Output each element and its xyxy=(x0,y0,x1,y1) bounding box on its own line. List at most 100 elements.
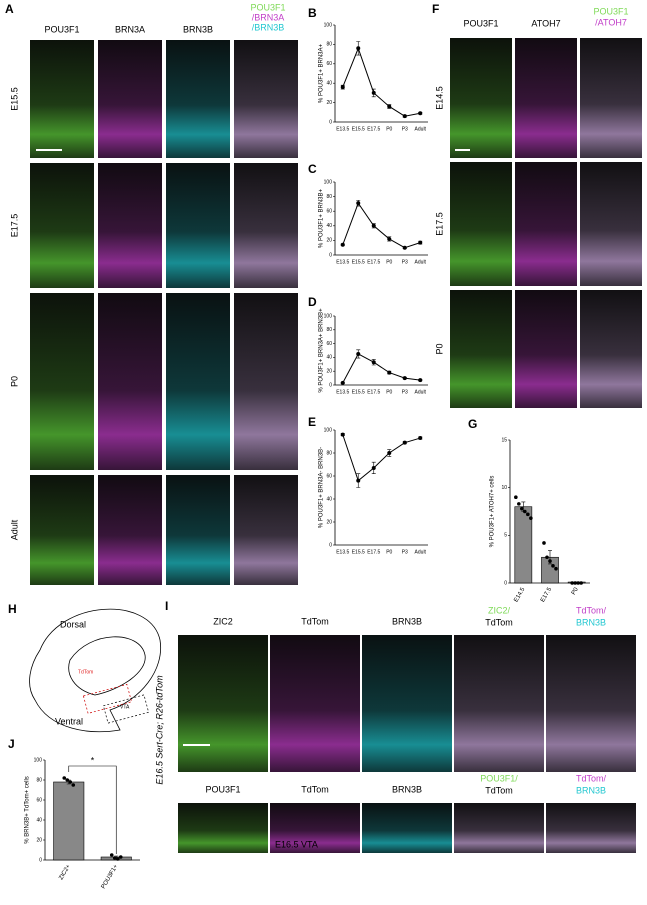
dot xyxy=(529,516,533,520)
point xyxy=(402,440,407,445)
dot xyxy=(576,581,580,585)
axis xyxy=(334,430,428,546)
micrograph-signal xyxy=(98,293,162,470)
micrograph-signal xyxy=(580,162,642,286)
dot xyxy=(112,856,117,860)
point xyxy=(340,380,345,385)
point xyxy=(356,478,361,483)
panel-letter: A xyxy=(5,2,14,16)
x-tick-label: P3 xyxy=(402,549,408,555)
panel-letter: H xyxy=(8,602,17,616)
dot xyxy=(65,778,70,782)
y-tick-label: 80 xyxy=(326,194,332,200)
dot xyxy=(514,495,518,500)
dot xyxy=(115,857,120,861)
dot xyxy=(570,581,574,585)
merge-header: /BRN3A xyxy=(252,12,285,22)
x-tick-label: POU3F1+ xyxy=(101,863,120,890)
y-tick-label: 0 xyxy=(329,252,332,258)
panel-letter: E xyxy=(308,415,316,429)
y-tick-label: 40 xyxy=(36,817,42,823)
point xyxy=(371,90,376,95)
column-header: TdTom xyxy=(301,616,329,626)
micrograph-signal xyxy=(515,290,577,408)
x-tick-label: E14.5 xyxy=(513,586,526,603)
column-header: TdTom xyxy=(301,784,329,794)
significance-bracket xyxy=(68,765,117,854)
point xyxy=(340,432,345,437)
x-tick-label: Adult xyxy=(415,389,427,395)
dot xyxy=(68,780,73,784)
row-label: P0 xyxy=(9,376,19,387)
micrograph-signal xyxy=(450,162,512,286)
column-header: BRN3A xyxy=(115,24,145,34)
dot xyxy=(62,776,67,780)
micrograph-signal xyxy=(454,635,544,772)
x-tick-label: E13.5 xyxy=(336,549,349,555)
merge-header: TdTom xyxy=(485,785,513,795)
diagram-label: TdTom xyxy=(78,669,93,675)
dot xyxy=(71,783,76,787)
panel-letter: J xyxy=(8,737,15,751)
x-tick-label: P3 xyxy=(402,126,408,132)
y-tick-label: 60 xyxy=(326,341,332,347)
x-tick-label: E13.5 xyxy=(336,126,349,132)
line xyxy=(342,434,421,482)
x-tick-label: E15.5 xyxy=(352,126,365,132)
line xyxy=(342,202,421,249)
micrograph-signal xyxy=(98,163,162,288)
y-axis-label: % BRN3B+ TdTom+ cells xyxy=(25,776,31,844)
row-label: P0 xyxy=(434,343,444,354)
y-tick-label: 40 xyxy=(326,355,332,361)
micrograph-signal xyxy=(515,38,577,158)
x-tick-label: Adult xyxy=(415,259,427,265)
micrograph-signal xyxy=(362,635,452,772)
dot xyxy=(548,559,552,563)
axis xyxy=(334,25,428,123)
y-tick-label: 5 xyxy=(504,533,507,539)
y-tick-label: 20 xyxy=(326,238,332,244)
panel-letter: D xyxy=(308,295,317,309)
micrograph-signal xyxy=(580,38,642,158)
micrograph-signal xyxy=(234,163,298,288)
x-tick-label: E15.5 xyxy=(352,389,365,395)
y-tick-label: 60 xyxy=(36,797,42,803)
diagram-label: VTA xyxy=(120,704,130,710)
micrograph-signal xyxy=(30,40,94,158)
column-header: POU3F1 xyxy=(463,18,498,28)
y-tick-label: 40 xyxy=(326,496,332,502)
dot xyxy=(517,502,521,506)
point xyxy=(371,360,376,365)
micrograph-signal xyxy=(234,293,298,470)
y-tick-label: 60 xyxy=(326,473,332,479)
y-tick-label: 100 xyxy=(324,179,333,185)
micrograph-signal xyxy=(546,635,636,772)
micrograph-signal xyxy=(234,475,298,585)
merge-header: BRN3B xyxy=(576,785,606,795)
panel-letter: G xyxy=(468,417,477,431)
merge-header: POU3F1 xyxy=(593,6,628,16)
micrograph-signal xyxy=(98,475,162,585)
x-tick-label: E17.5 xyxy=(367,126,380,132)
y-tick-label: 0 xyxy=(329,542,332,548)
merge-header: POU3F1/ xyxy=(480,773,518,783)
micrograph-signal xyxy=(166,163,230,288)
point xyxy=(387,451,392,455)
x-tick-label: E17.5 xyxy=(367,389,380,395)
micrograph-signal xyxy=(30,163,94,288)
y-tick-label: 40 xyxy=(326,223,332,229)
point xyxy=(356,351,361,356)
panel-letter: F xyxy=(432,2,439,16)
merge-header: ZIC2/ xyxy=(488,605,511,615)
y-tick-label: 20 xyxy=(36,837,42,843)
dot xyxy=(520,506,524,511)
micrograph-signal xyxy=(178,635,268,772)
merge-header: /ATOH7 xyxy=(595,17,627,27)
x-tick-label: Adult xyxy=(415,549,427,555)
y-tick-label: 20 xyxy=(326,519,332,525)
micrograph-signal xyxy=(166,293,230,470)
x-tick-label: E15.5 xyxy=(352,549,365,555)
dot xyxy=(109,853,114,857)
diagram-label: Dorsal xyxy=(60,619,86,629)
